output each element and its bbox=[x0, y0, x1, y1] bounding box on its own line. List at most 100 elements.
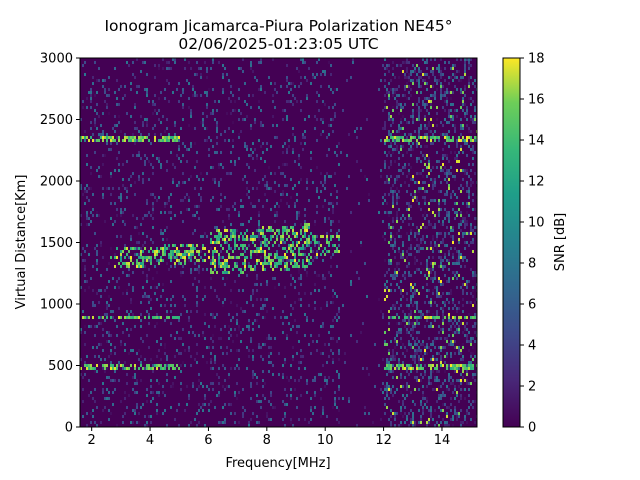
heatmap-cell bbox=[336, 418, 338, 421]
heatmap-cell bbox=[280, 256, 282, 259]
heatmap-cell bbox=[136, 241, 138, 244]
heatmap-cell bbox=[442, 106, 444, 109]
heatmap-cell bbox=[434, 199, 436, 202]
heatmap-cell bbox=[430, 304, 432, 307]
heatmap-cell bbox=[98, 175, 100, 178]
heatmap-cell bbox=[238, 325, 240, 328]
heatmap-cell bbox=[386, 88, 388, 91]
heatmap-cell bbox=[416, 259, 418, 262]
heatmap-cell bbox=[428, 208, 430, 211]
heatmap-cell bbox=[234, 262, 236, 265]
heatmap-cell bbox=[284, 424, 286, 427]
heatmap-cell bbox=[198, 193, 200, 196]
heatmap-cell bbox=[358, 277, 360, 280]
heatmap-cell bbox=[396, 187, 398, 190]
heatmap-cell bbox=[396, 136, 398, 139]
heatmap-cell bbox=[384, 298, 386, 301]
heatmap-cell bbox=[420, 415, 422, 418]
heatmap-cell bbox=[152, 277, 154, 280]
heatmap-cell bbox=[116, 256, 118, 259]
heatmap-cell bbox=[408, 73, 410, 76]
heatmap-cell bbox=[434, 358, 436, 361]
heatmap-cell bbox=[198, 268, 200, 271]
heatmap-cell bbox=[250, 250, 252, 253]
heatmap-cell bbox=[134, 382, 136, 385]
heatmap-cell bbox=[398, 157, 400, 160]
heatmap-cell bbox=[464, 364, 466, 367]
heatmap-cell bbox=[92, 133, 94, 136]
heatmap-cell bbox=[146, 124, 148, 127]
heatmap-cell bbox=[284, 415, 286, 418]
heatmap-cell bbox=[104, 136, 106, 139]
heatmap-cell bbox=[202, 268, 204, 271]
heatmap-cell bbox=[226, 112, 228, 115]
heatmap-cell bbox=[264, 268, 266, 271]
heatmap-cell bbox=[100, 358, 102, 361]
heatmap-cell bbox=[472, 100, 474, 103]
heatmap-cell bbox=[404, 277, 406, 280]
heatmap-cell bbox=[428, 364, 430, 367]
heatmap-cell bbox=[386, 382, 388, 385]
heatmap-cell bbox=[172, 250, 174, 253]
heatmap-cell bbox=[296, 397, 298, 400]
heatmap-cell bbox=[426, 133, 428, 136]
heatmap-cell bbox=[166, 118, 168, 121]
heatmap-cell bbox=[196, 250, 198, 253]
heatmap-cell bbox=[456, 286, 458, 289]
heatmap-cell bbox=[448, 121, 450, 124]
heatmap-cell bbox=[426, 127, 428, 130]
heatmap-cell bbox=[184, 349, 186, 352]
heatmap-cell bbox=[466, 106, 468, 109]
heatmap-cell bbox=[270, 238, 272, 241]
heatmap-cell bbox=[138, 85, 140, 88]
heatmap-cell bbox=[242, 271, 244, 274]
heatmap-cell bbox=[318, 334, 320, 337]
heatmap-cell bbox=[428, 220, 430, 223]
heatmap-cell bbox=[450, 109, 452, 112]
heatmap-cell bbox=[394, 148, 396, 151]
heatmap-cell bbox=[394, 277, 396, 280]
heatmap-cell bbox=[448, 364, 450, 367]
heatmap-cell bbox=[162, 238, 164, 241]
heatmap-cell bbox=[408, 91, 410, 94]
heatmap-cell bbox=[120, 130, 122, 133]
heatmap-cell bbox=[178, 136, 180, 139]
heatmap-cell bbox=[432, 133, 434, 136]
heatmap-cell bbox=[396, 178, 398, 181]
heatmap-cell bbox=[446, 424, 448, 427]
heatmap-cell bbox=[400, 424, 402, 427]
heatmap-cell bbox=[150, 163, 152, 166]
heatmap-cell bbox=[386, 178, 388, 181]
heatmap-cell bbox=[228, 385, 230, 388]
heatmap-cell bbox=[262, 265, 264, 268]
heatmap-cell bbox=[392, 193, 394, 196]
heatmap-cell bbox=[466, 334, 468, 337]
heatmap-cell bbox=[244, 409, 246, 412]
heatmap-cell bbox=[234, 160, 236, 163]
heatmap-cell bbox=[220, 178, 222, 181]
heatmap-cell bbox=[144, 358, 146, 361]
heatmap-cell bbox=[276, 229, 278, 232]
heatmap-cell bbox=[412, 283, 414, 286]
heatmap-cell bbox=[448, 262, 450, 265]
heatmap-cell bbox=[466, 205, 468, 208]
heatmap-cell bbox=[388, 316, 390, 319]
heatmap-cell bbox=[464, 64, 466, 67]
heatmap-cell bbox=[196, 244, 198, 247]
heatmap-cell bbox=[422, 358, 424, 361]
heatmap-cell bbox=[458, 226, 460, 229]
heatmap-cell bbox=[232, 139, 234, 142]
heatmap-cell bbox=[166, 169, 168, 172]
heatmap-cell bbox=[248, 163, 250, 166]
heatmap-cell bbox=[254, 319, 256, 322]
heatmap-cell bbox=[466, 379, 468, 382]
heatmap-cell bbox=[306, 259, 308, 262]
heatmap-cell bbox=[106, 388, 108, 391]
heatmap-cell bbox=[460, 214, 462, 217]
heatmap-cell bbox=[458, 223, 460, 226]
heatmap-cell bbox=[368, 193, 370, 196]
heatmap-cell bbox=[460, 184, 462, 187]
heatmap-cell bbox=[176, 154, 178, 157]
heatmap-cell bbox=[448, 343, 450, 346]
heatmap-cell bbox=[168, 139, 170, 142]
